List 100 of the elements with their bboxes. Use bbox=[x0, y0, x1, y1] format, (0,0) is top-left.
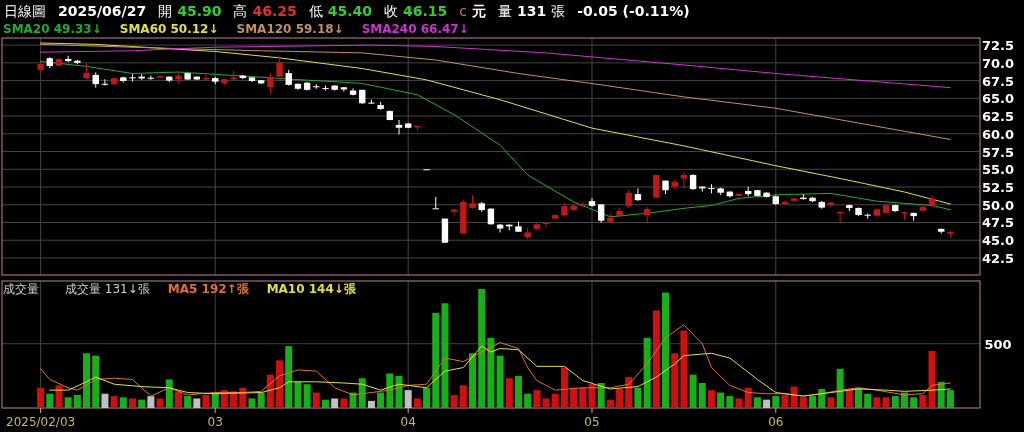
bar bbox=[285, 346, 293, 408]
bar bbox=[910, 397, 918, 408]
bar bbox=[193, 398, 201, 408]
candlestick bbox=[202, 74, 210, 82]
bar bbox=[928, 350, 936, 408]
bar bbox=[469, 353, 477, 408]
line-series bbox=[40, 42, 951, 205]
text: 日線圖 bbox=[4, 3, 46, 19]
bar bbox=[156, 398, 164, 408]
bar bbox=[946, 390, 954, 408]
bar bbox=[358, 378, 366, 408]
bar bbox=[450, 394, 458, 408]
candlestick bbox=[276, 55, 283, 78]
x-tick-label: 04 bbox=[400, 415, 416, 429]
bar bbox=[83, 353, 91, 408]
text: 45.90 bbox=[177, 3, 222, 19]
y-tick-label: 50.0 bbox=[981, 197, 1015, 213]
text: 高 bbox=[233, 3, 248, 19]
bar bbox=[404, 390, 412, 408]
bar bbox=[312, 392, 320, 408]
bar bbox=[37, 387, 45, 408]
x-tick-label: 03 bbox=[207, 415, 223, 429]
y-tick-label: 67.5 bbox=[981, 73, 1015, 89]
y-tick-label: 60.0 bbox=[981, 126, 1015, 142]
bar bbox=[138, 399, 146, 408]
bar bbox=[331, 398, 339, 408]
bar bbox=[533, 390, 541, 408]
bar bbox=[257, 392, 265, 408]
bar bbox=[781, 394, 789, 408]
text: 開 bbox=[158, 3, 173, 19]
bar bbox=[524, 393, 532, 408]
bar bbox=[413, 398, 421, 408]
bar bbox=[735, 398, 743, 408]
y-tick-label: 42.5 bbox=[981, 250, 1015, 266]
bar bbox=[744, 387, 752, 408]
bar bbox=[790, 386, 798, 408]
bar bbox=[634, 387, 642, 408]
candlestick bbox=[395, 119, 403, 135]
text: -0.05 (-0.11%) bbox=[577, 3, 690, 19]
candlestick bbox=[129, 73, 136, 83]
line-series bbox=[40, 43, 951, 140]
x-tick-label: 05 bbox=[584, 415, 600, 429]
text: 46.15 bbox=[403, 3, 448, 19]
line-series bbox=[40, 44, 951, 89]
bar bbox=[671, 353, 679, 408]
x-tick-label: 06 bbox=[768, 415, 784, 429]
y-tick-label: 47.5 bbox=[981, 215, 1015, 231]
bar bbox=[496, 355, 504, 408]
bar bbox=[836, 368, 844, 408]
text: 低 bbox=[308, 3, 323, 19]
bar bbox=[753, 397, 761, 408]
bar bbox=[147, 396, 155, 408]
bar bbox=[46, 393, 54, 408]
y-tick-label: 52.5 bbox=[981, 180, 1015, 196]
bar bbox=[55, 385, 63, 408]
bar bbox=[900, 392, 908, 408]
y-tick-label: 65.0 bbox=[981, 91, 1015, 107]
x-tick-label: 2025/02/03 bbox=[6, 415, 76, 429]
text: 46.25 bbox=[252, 3, 297, 19]
bar bbox=[321, 399, 329, 408]
bar bbox=[616, 388, 624, 408]
y-tick-label: 62.5 bbox=[981, 109, 1015, 125]
text: 500 bbox=[984, 336, 1012, 352]
bar bbox=[937, 381, 945, 408]
bar bbox=[772, 396, 780, 408]
candlestick bbox=[101, 78, 109, 87]
text: 量 bbox=[498, 3, 513, 19]
bar bbox=[698, 383, 706, 408]
bar bbox=[606, 399, 614, 408]
bar bbox=[882, 397, 890, 408]
bar bbox=[101, 393, 109, 408]
bar bbox=[129, 398, 136, 408]
y-tick-label: 57.5 bbox=[981, 144, 1015, 160]
bar bbox=[891, 396, 899, 408]
bar bbox=[514, 375, 522, 408]
bar bbox=[248, 398, 256, 408]
bar bbox=[643, 337, 651, 408]
bar bbox=[799, 397, 807, 408]
chart-title: 成交量 bbox=[3, 282, 39, 296]
bar bbox=[588, 384, 596, 408]
legend: SMA20 49.33↓ SMA60 50.12↓ SMA120 59.18↓ SMA240 66.47↓ bbox=[3, 22, 469, 36]
legend: 成交量 131↓張 MA5 192↑張 MA10 144↓張 bbox=[65, 282, 356, 296]
bar bbox=[92, 355, 100, 408]
candlestick bbox=[634, 187, 642, 202]
bar bbox=[726, 396, 734, 408]
text: c bbox=[459, 3, 468, 19]
bar bbox=[707, 390, 715, 408]
bar bbox=[395, 375, 403, 408]
bar bbox=[560, 367, 568, 408]
bar bbox=[423, 387, 431, 408]
bar bbox=[276, 360, 284, 408]
bar bbox=[110, 396, 118, 408]
candlestick bbox=[267, 72, 274, 95]
bar bbox=[597, 383, 605, 408]
bar bbox=[441, 303, 449, 408]
text: 收 bbox=[384, 3, 399, 19]
bar bbox=[64, 397, 72, 408]
bar bbox=[303, 384, 311, 408]
bar bbox=[662, 292, 670, 408]
bar bbox=[625, 377, 633, 408]
